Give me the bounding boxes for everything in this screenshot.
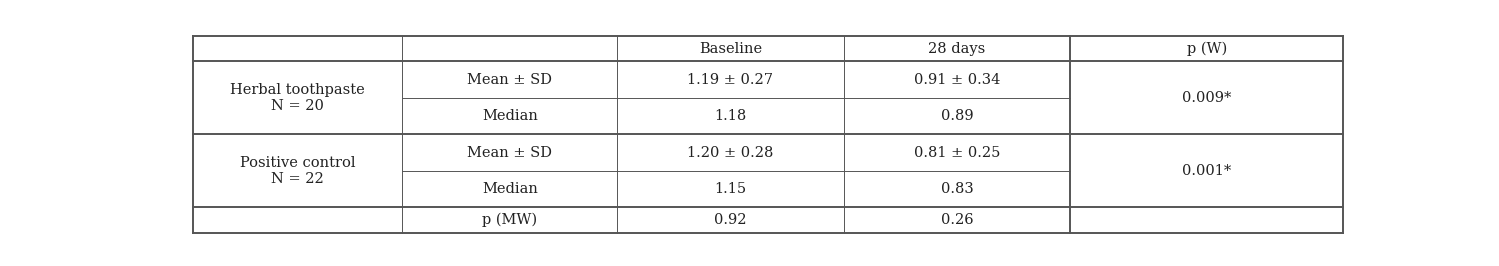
Text: 0.009*: 0.009* bbox=[1183, 91, 1232, 105]
Text: 1.20 ± 0.28: 1.20 ± 0.28 bbox=[688, 146, 773, 160]
Text: 0.001*: 0.001* bbox=[1183, 164, 1231, 178]
Text: 1.18: 1.18 bbox=[715, 109, 747, 123]
Text: Median: Median bbox=[481, 182, 538, 196]
Text: Herbal toothpaste
N = 20: Herbal toothpaste N = 20 bbox=[231, 83, 366, 113]
Text: p (W): p (W) bbox=[1187, 41, 1226, 56]
Text: 0.83: 0.83 bbox=[941, 182, 973, 196]
Text: Median: Median bbox=[481, 109, 538, 123]
Text: Positive control
N = 22: Positive control N = 22 bbox=[240, 156, 355, 186]
Text: 0.91 ± 0.34: 0.91 ± 0.34 bbox=[914, 73, 1000, 86]
Text: 0.81 ± 0.25: 0.81 ± 0.25 bbox=[914, 146, 1000, 160]
Text: Baseline: Baseline bbox=[699, 42, 761, 56]
Text: Mean ± SD: Mean ± SD bbox=[468, 73, 552, 86]
Text: 1.19 ± 0.27: 1.19 ± 0.27 bbox=[688, 73, 773, 86]
Text: 28 days: 28 days bbox=[928, 42, 986, 56]
Text: 0.26: 0.26 bbox=[941, 213, 973, 227]
Text: 0.89: 0.89 bbox=[941, 109, 973, 123]
Text: 1.15: 1.15 bbox=[715, 182, 747, 196]
Text: p (MW): p (MW) bbox=[483, 213, 537, 227]
Text: 0.92: 0.92 bbox=[714, 213, 747, 227]
Text: Mean ± SD: Mean ± SD bbox=[468, 146, 552, 160]
